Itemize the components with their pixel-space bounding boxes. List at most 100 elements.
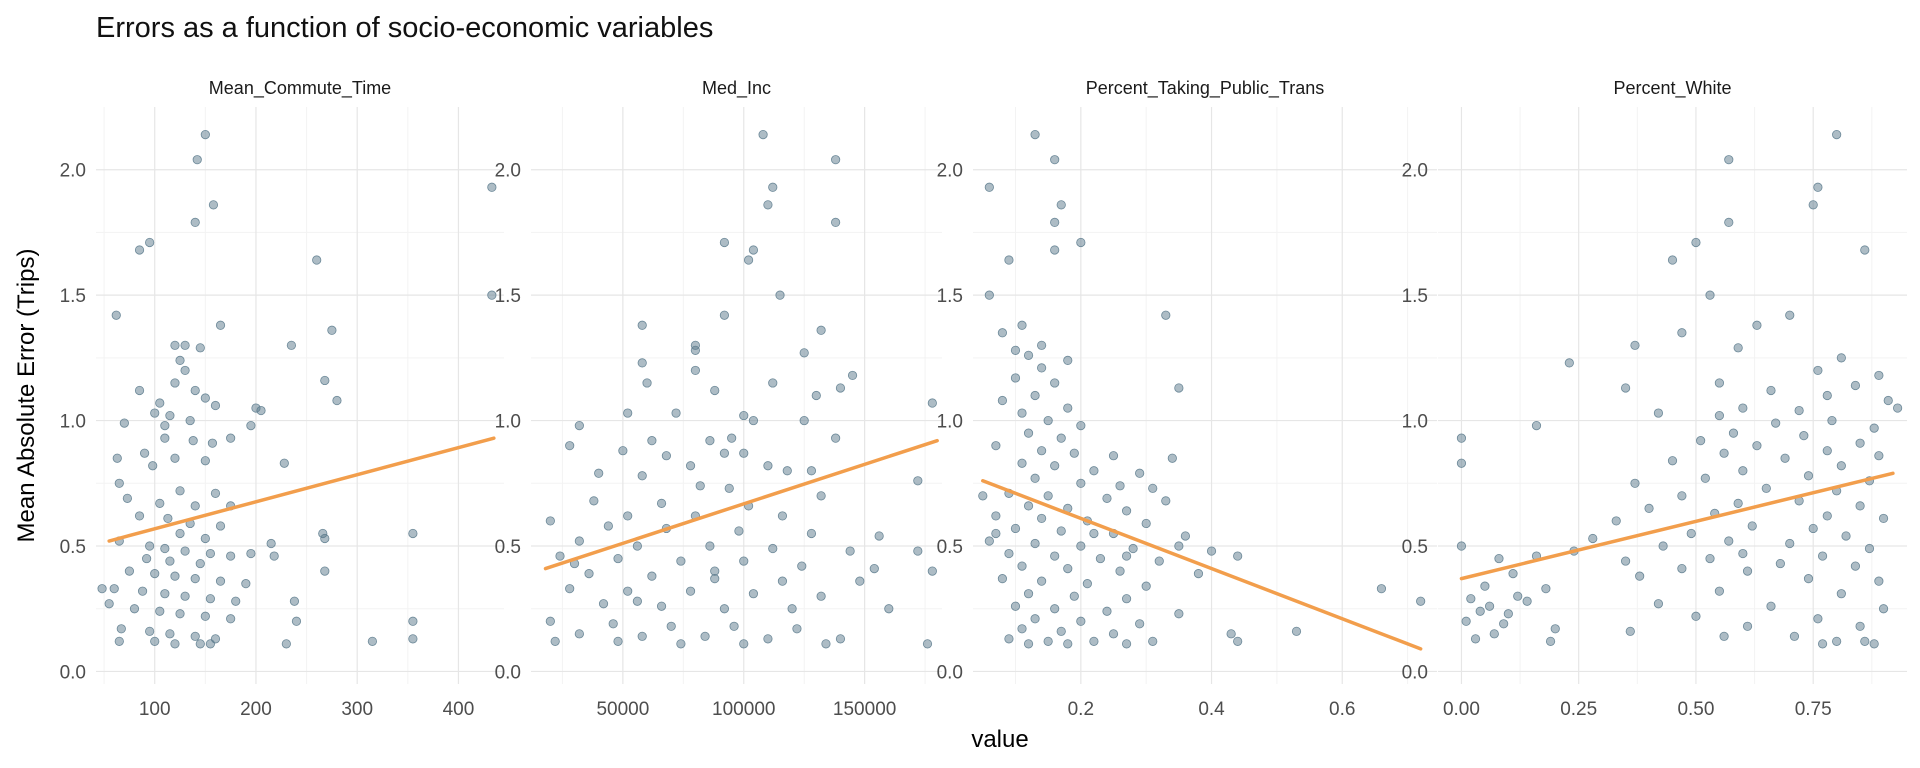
data-point bbox=[320, 375, 330, 386]
data-point bbox=[545, 516, 555, 526]
data-point bbox=[1108, 629, 1119, 639]
data-point bbox=[1827, 415, 1837, 426]
data-point bbox=[1121, 594, 1132, 604]
data-point bbox=[1180, 531, 1190, 541]
data-point bbox=[165, 629, 175, 639]
data-point bbox=[1738, 548, 1748, 559]
data-point bbox=[215, 521, 226, 531]
data-point bbox=[1860, 245, 1870, 255]
data-point bbox=[487, 290, 497, 300]
data-point bbox=[685, 586, 696, 596]
x-tick-label: 0.2 bbox=[1068, 699, 1094, 720]
data-point bbox=[1677, 328, 1687, 338]
data-point bbox=[109, 584, 119, 594]
data-point bbox=[1470, 634, 1481, 644]
data-point bbox=[1855, 621, 1865, 631]
data-point bbox=[574, 536, 584, 546]
data-point bbox=[180, 591, 190, 601]
data-point bbox=[623, 511, 633, 521]
data-point bbox=[1841, 531, 1851, 541]
data-point bbox=[1193, 569, 1204, 579]
data-point bbox=[700, 631, 710, 641]
data-point bbox=[729, 621, 739, 631]
y-tick-label: 0.0 bbox=[495, 662, 521, 683]
data-point bbox=[1050, 217, 1060, 227]
data-point bbox=[1017, 320, 1027, 330]
data-point bbox=[719, 237, 730, 248]
data-point bbox=[1056, 626, 1066, 636]
data-point bbox=[1700, 473, 1710, 483]
data-point bbox=[1161, 310, 1171, 320]
data-point bbox=[775, 290, 785, 300]
y-axis-title: Mean Absolute Error (Trips) bbox=[13, 249, 40, 543]
data-point bbox=[1860, 636, 1870, 646]
data-point bbox=[1869, 639, 1879, 649]
data-point bbox=[1128, 543, 1138, 554]
data-point bbox=[1004, 255, 1014, 265]
data-point bbox=[1677, 563, 1687, 574]
data-point bbox=[1466, 594, 1476, 604]
data-point bbox=[1161, 496, 1171, 506]
data-point bbox=[1076, 421, 1086, 431]
y-tick-label: 2.0 bbox=[937, 161, 963, 182]
data-point bbox=[1869, 423, 1879, 433]
data-point bbox=[1738, 466, 1748, 476]
chart-title: Errors as a function of socio-economic v… bbox=[96, 12, 714, 44]
data-point bbox=[175, 609, 185, 619]
data-point bbox=[1686, 528, 1696, 539]
data-point bbox=[1376, 584, 1387, 594]
data-point bbox=[1522, 596, 1532, 606]
y-tick-label: 0.5 bbox=[937, 537, 963, 558]
data-point bbox=[320, 533, 330, 544]
data-point bbox=[165, 556, 175, 566]
data-point bbox=[1545, 636, 1556, 646]
data-point bbox=[656, 601, 667, 611]
data-point bbox=[1761, 483, 1771, 493]
data-point bbox=[1017, 561, 1027, 571]
data-point bbox=[1069, 448, 1079, 458]
data-point bbox=[797, 561, 807, 571]
data-point bbox=[690, 345, 701, 355]
data-point bbox=[997, 328, 1008, 338]
data-point bbox=[1206, 546, 1217, 556]
data-point bbox=[200, 533, 210, 544]
data-point bbox=[1291, 626, 1302, 636]
data-point bbox=[623, 408, 633, 418]
data-point bbox=[719, 448, 730, 458]
data-point bbox=[927, 566, 937, 576]
data-point bbox=[545, 616, 555, 626]
y-tick-label: 1.5 bbox=[1402, 286, 1428, 307]
data-point bbox=[598, 599, 609, 609]
data-point bbox=[367, 636, 377, 646]
y-tick-label: 1.0 bbox=[60, 412, 86, 433]
data-point bbox=[637, 358, 647, 368]
data-point bbox=[1850, 380, 1861, 391]
data-point bbox=[246, 421, 256, 431]
data-point bbox=[289, 596, 300, 606]
data-point bbox=[661, 451, 671, 461]
data-point bbox=[777, 511, 788, 521]
data-point bbox=[134, 385, 145, 396]
data-point bbox=[869, 563, 879, 574]
data-point bbox=[632, 596, 642, 606]
data-point bbox=[792, 624, 802, 634]
data-point bbox=[1724, 155, 1734, 165]
data-point bbox=[642, 378, 652, 388]
data-point bbox=[1794, 405, 1804, 416]
data-point bbox=[811, 390, 821, 401]
data-point bbox=[710, 566, 720, 576]
data-point bbox=[207, 438, 218, 448]
data-point bbox=[1667, 456, 1678, 466]
data-point bbox=[1456, 541, 1467, 551]
data-point bbox=[1030, 473, 1040, 483]
trend-line bbox=[1459, 471, 1895, 581]
data-point bbox=[835, 383, 846, 393]
data-point bbox=[1489, 629, 1499, 639]
data-point bbox=[1705, 290, 1715, 300]
data-point bbox=[748, 245, 759, 255]
data-point bbox=[408, 616, 418, 626]
data-point bbox=[114, 636, 124, 646]
data-point bbox=[205, 594, 216, 604]
data-point bbox=[180, 340, 190, 350]
data-point bbox=[1747, 521, 1757, 531]
